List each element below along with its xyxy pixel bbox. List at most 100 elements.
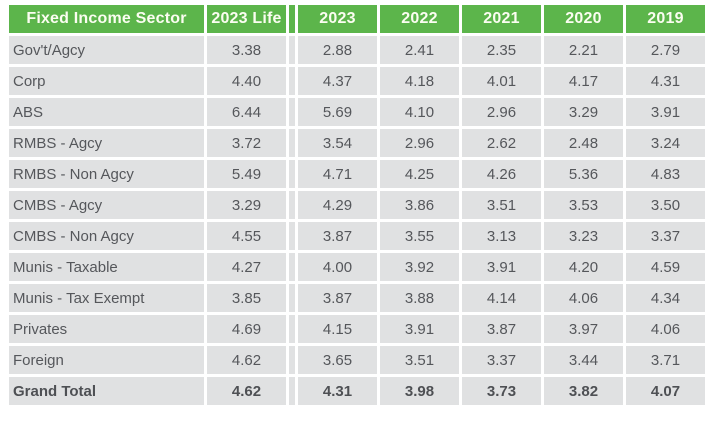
value-cell-2022: 3.92: [380, 253, 459, 281]
column-spacer: [289, 129, 295, 157]
value-cell-2023: 3.54: [298, 129, 377, 157]
value-cell-2021: 3.91: [462, 253, 541, 281]
value-cell-2022: 3.88: [380, 284, 459, 312]
table-row: Corp 4.40 4.37 4.18 4.01 4.17 4.31: [9, 67, 705, 95]
value-cell-2021: 3.51: [462, 191, 541, 219]
sector-cell: Munis - Taxable: [9, 253, 204, 281]
value-cell-2020: 3.23: [544, 222, 623, 250]
column-spacer: [289, 315, 295, 343]
table-row: Gov't/Agcy 3.38 2.88 2.41 2.35 2.21 2.79: [9, 36, 705, 64]
value-cell-2021: 2.62: [462, 129, 541, 157]
value-cell-2023-life: 5.49: [207, 160, 286, 188]
value-cell-2020: 3.53: [544, 191, 623, 219]
value-cell-2020: 3.82: [544, 377, 623, 405]
value-cell-2020: 3.29: [544, 98, 623, 126]
value-cell-2022: 3.51: [380, 346, 459, 374]
column-spacer: [289, 284, 295, 312]
value-cell-2019: 4.31: [626, 67, 705, 95]
value-cell-2019: 4.06: [626, 315, 705, 343]
value-cell-2023-life: 3.72: [207, 129, 286, 157]
value-cell-2020: 3.44: [544, 346, 623, 374]
table-row: Privates 4.69 4.15 3.91 3.87 3.97 4.06: [9, 315, 705, 343]
value-cell-2021: 3.37: [462, 346, 541, 374]
value-cell-2023: 3.87: [298, 284, 377, 312]
value-cell-2023-life: 6.44: [207, 98, 286, 126]
value-cell-2019: 4.83: [626, 160, 705, 188]
value-cell-2021: 2.35: [462, 36, 541, 64]
column-spacer: [289, 36, 295, 64]
value-cell-2020: 2.21: [544, 36, 623, 64]
value-cell-2023: 2.88: [298, 36, 377, 64]
value-cell-2023: 4.31: [298, 377, 377, 405]
column-spacer: [289, 222, 295, 250]
sector-cell: RMBS - Non Agcy: [9, 160, 204, 188]
header-2021: 2021: [462, 5, 541, 33]
table-row: CMBS - Non Agcy 4.55 3.87 3.55 3.13 3.23…: [9, 222, 705, 250]
value-cell-2023: 3.87: [298, 222, 377, 250]
sector-cell: CMBS - Non Agcy: [9, 222, 204, 250]
header-fixed-income-sector: Fixed Income Sector: [9, 5, 204, 33]
value-cell-2020: 5.36: [544, 160, 623, 188]
table-row: Munis - Taxable 4.27 4.00 3.92 3.91 4.20…: [9, 253, 705, 281]
column-spacer: [289, 191, 295, 219]
value-cell-2019: 3.71: [626, 346, 705, 374]
value-cell-2022: 3.98: [380, 377, 459, 405]
value-cell-2023-life: 4.27: [207, 253, 286, 281]
value-cell-2019: 4.34: [626, 284, 705, 312]
table-body: Gov't/Agcy 3.38 2.88 2.41 2.35 2.21 2.79…: [9, 36, 705, 405]
table-row: RMBS - Non Agcy 5.49 4.71 4.25 4.26 5.36…: [9, 160, 705, 188]
value-cell-2023-life: 4.62: [207, 377, 286, 405]
value-cell-2022: 4.25: [380, 160, 459, 188]
fixed-income-table-container: Fixed Income Sector 2023 Life 2023 2022 …: [6, 2, 708, 408]
value-cell-2022: 3.55: [380, 222, 459, 250]
value-cell-2023: 4.15: [298, 315, 377, 343]
sector-cell: Foreign: [9, 346, 204, 374]
value-cell-2020: 4.17: [544, 67, 623, 95]
value-cell-2023: 3.65: [298, 346, 377, 374]
value-cell-2023-life: 4.40: [207, 67, 286, 95]
sector-cell: CMBS - Agcy: [9, 191, 204, 219]
value-cell-2023: 5.69: [298, 98, 377, 126]
value-cell-2023: 4.00: [298, 253, 377, 281]
header-2019: 2019: [626, 5, 705, 33]
fixed-income-sector-table: Fixed Income Sector 2023 Life 2023 2022 …: [6, 2, 708, 408]
value-cell-2022: 2.41: [380, 36, 459, 64]
column-spacer: [289, 67, 295, 95]
value-cell-2021: 3.87: [462, 315, 541, 343]
value-cell-2021: 4.01: [462, 67, 541, 95]
sector-cell: Munis - Tax Exempt: [9, 284, 204, 312]
value-cell-2022: 3.86: [380, 191, 459, 219]
value-cell-2023: 4.37: [298, 67, 377, 95]
value-cell-2019: 3.37: [626, 222, 705, 250]
value-cell-2023-life: 4.55: [207, 222, 286, 250]
column-spacer: [289, 253, 295, 281]
value-cell-2023: 4.29: [298, 191, 377, 219]
column-spacer: [289, 98, 295, 126]
header-2023: 2023: [298, 5, 377, 33]
value-cell-2023-life: 4.62: [207, 346, 286, 374]
value-cell-2019: 4.07: [626, 377, 705, 405]
value-cell-2021: 3.73: [462, 377, 541, 405]
value-cell-2020: 4.06: [544, 284, 623, 312]
column-spacer: [289, 377, 295, 405]
header-column-spacer: [289, 5, 295, 33]
value-cell-2023: 4.71: [298, 160, 377, 188]
value-cell-2023-life: 4.69: [207, 315, 286, 343]
value-cell-2021: 2.96: [462, 98, 541, 126]
value-cell-2021: 3.13: [462, 222, 541, 250]
sector-cell: Grand Total: [9, 377, 204, 405]
header-2020: 2020: [544, 5, 623, 33]
table-row: CMBS - Agcy 3.29 4.29 3.86 3.51 3.53 3.5…: [9, 191, 705, 219]
table-row: ABS 6.44 5.69 4.10 2.96 3.29 3.91: [9, 98, 705, 126]
value-cell-2022: 2.96: [380, 129, 459, 157]
value-cell-2020: 2.48: [544, 129, 623, 157]
value-cell-2020: 4.20: [544, 253, 623, 281]
value-cell-2019: 3.91: [626, 98, 705, 126]
sector-cell: Gov't/Agcy: [9, 36, 204, 64]
value-cell-2023-life: 3.38: [207, 36, 286, 64]
sector-cell: ABS: [9, 98, 204, 126]
value-cell-2021: 4.14: [462, 284, 541, 312]
sector-cell: Privates: [9, 315, 204, 343]
table-row: Munis - Tax Exempt 3.85 3.87 3.88 4.14 4…: [9, 284, 705, 312]
value-cell-2023-life: 3.29: [207, 191, 286, 219]
